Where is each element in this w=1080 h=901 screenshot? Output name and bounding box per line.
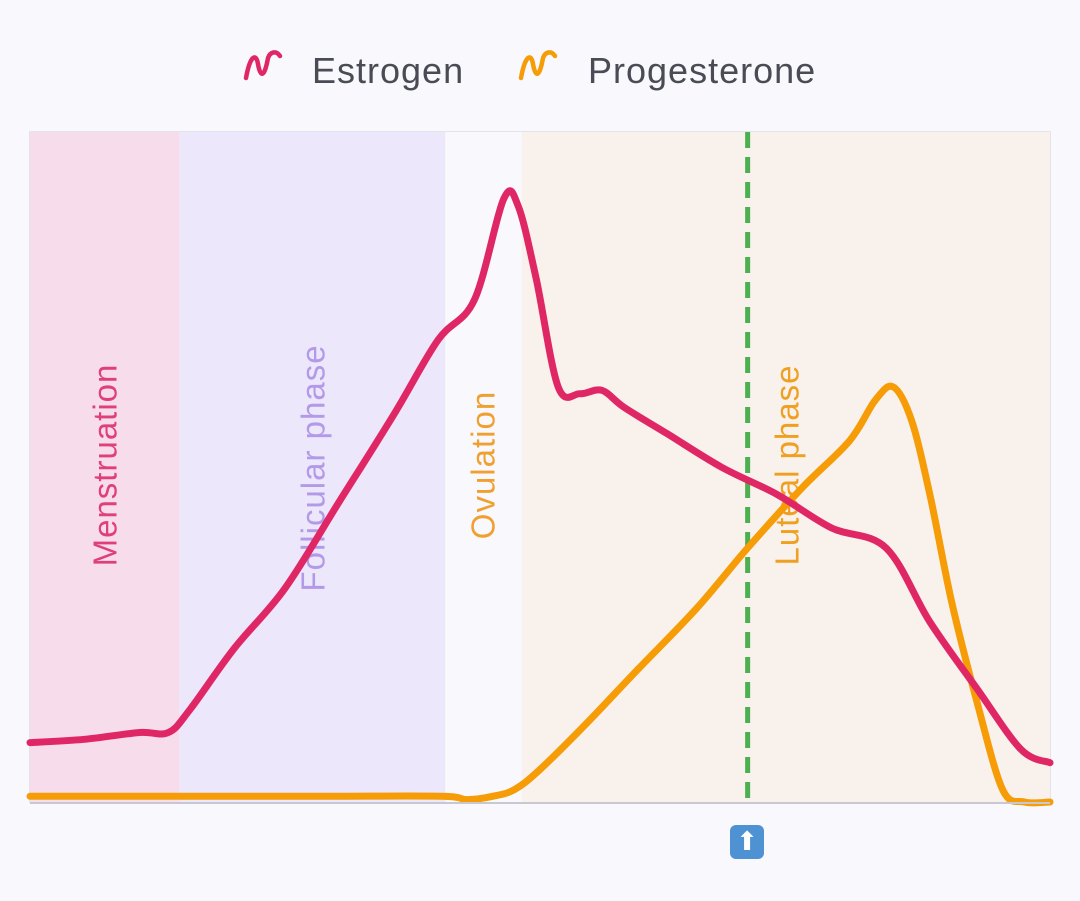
series-line-estrogen	[26, 187, 1054, 767]
phase-band-luteal-phase	[521, 132, 1050, 803]
series-line-progesterone	[26, 382, 1054, 807]
phase-label-follicular-phase: Follicular phase	[295, 344, 332, 591]
up-arrow-icon[interactable]: ⬆	[730, 825, 764, 859]
phase-label-ovulation: Ovulation	[465, 391, 502, 539]
legend-label-estrogen: Estrogen	[312, 50, 464, 91]
series-lines	[26, 187, 1054, 807]
phase-band-ovulation	[445, 132, 522, 803]
phase-band-follicular-phase	[179, 132, 446, 803]
phase-label-menstruation: Menstruation	[87, 364, 124, 567]
estrogen-legend-icon	[243, 50, 283, 81]
legend: Estrogen Progesterone	[243, 50, 816, 91]
phase-label-luteal-phase: Luteal phase	[769, 365, 806, 566]
phase-bands	[30, 132, 1050, 803]
up-arrow-glyph: ⬆	[736, 827, 758, 857]
phase-band-menstruation	[30, 132, 180, 803]
progesterone-legend-icon	[518, 50, 558, 81]
legend-label-progesterone: Progesterone	[588, 50, 816, 91]
